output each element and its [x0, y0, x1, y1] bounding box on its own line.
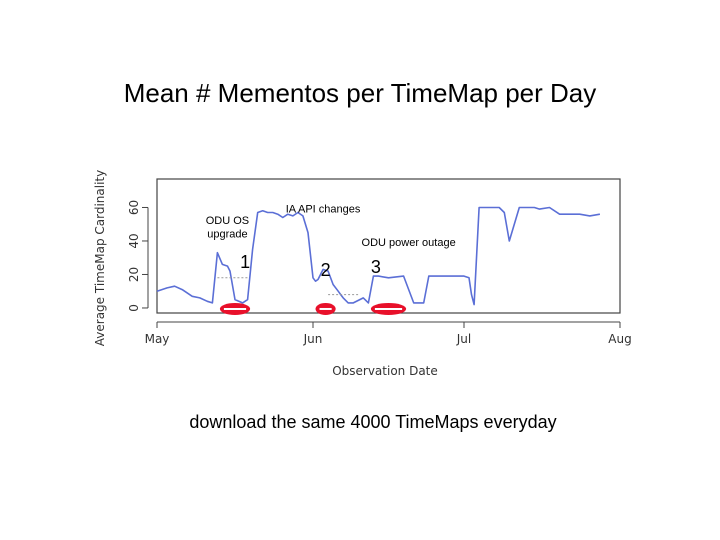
series-line [156, 206, 601, 306]
event-marker-label: 2 [321, 260, 331, 280]
annotation-label: upgrade [207, 229, 247, 241]
y-tick-label: 0 [127, 304, 141, 312]
slide-title: Mean # Mementos per TimeMap per Day [123, 78, 597, 108]
x-tick-label: Jun [303, 332, 323, 346]
event-marker-label: 3 [371, 257, 381, 277]
annotation-label: ODU OS [206, 215, 249, 227]
y-tick-label: 20 [127, 267, 141, 282]
x-axis-title: Observation Date [332, 364, 438, 378]
annotation-label: IA API changes [286, 204, 361, 216]
x-tick-label: Aug [608, 332, 631, 346]
y-axis-title: Average TimeMap Cardinality [93, 170, 107, 346]
y-tick-label: 40 [127, 233, 141, 248]
event-marker-label: 1 [240, 252, 250, 272]
x-tick-label: May [145, 332, 170, 346]
annotation-label: ODU power outage [362, 237, 456, 249]
x-tick-label: Jul [456, 332, 471, 346]
slide-caption: download the same 4000 TimeMaps everyday [189, 412, 557, 432]
y-tick-label: 60 [127, 200, 141, 215]
